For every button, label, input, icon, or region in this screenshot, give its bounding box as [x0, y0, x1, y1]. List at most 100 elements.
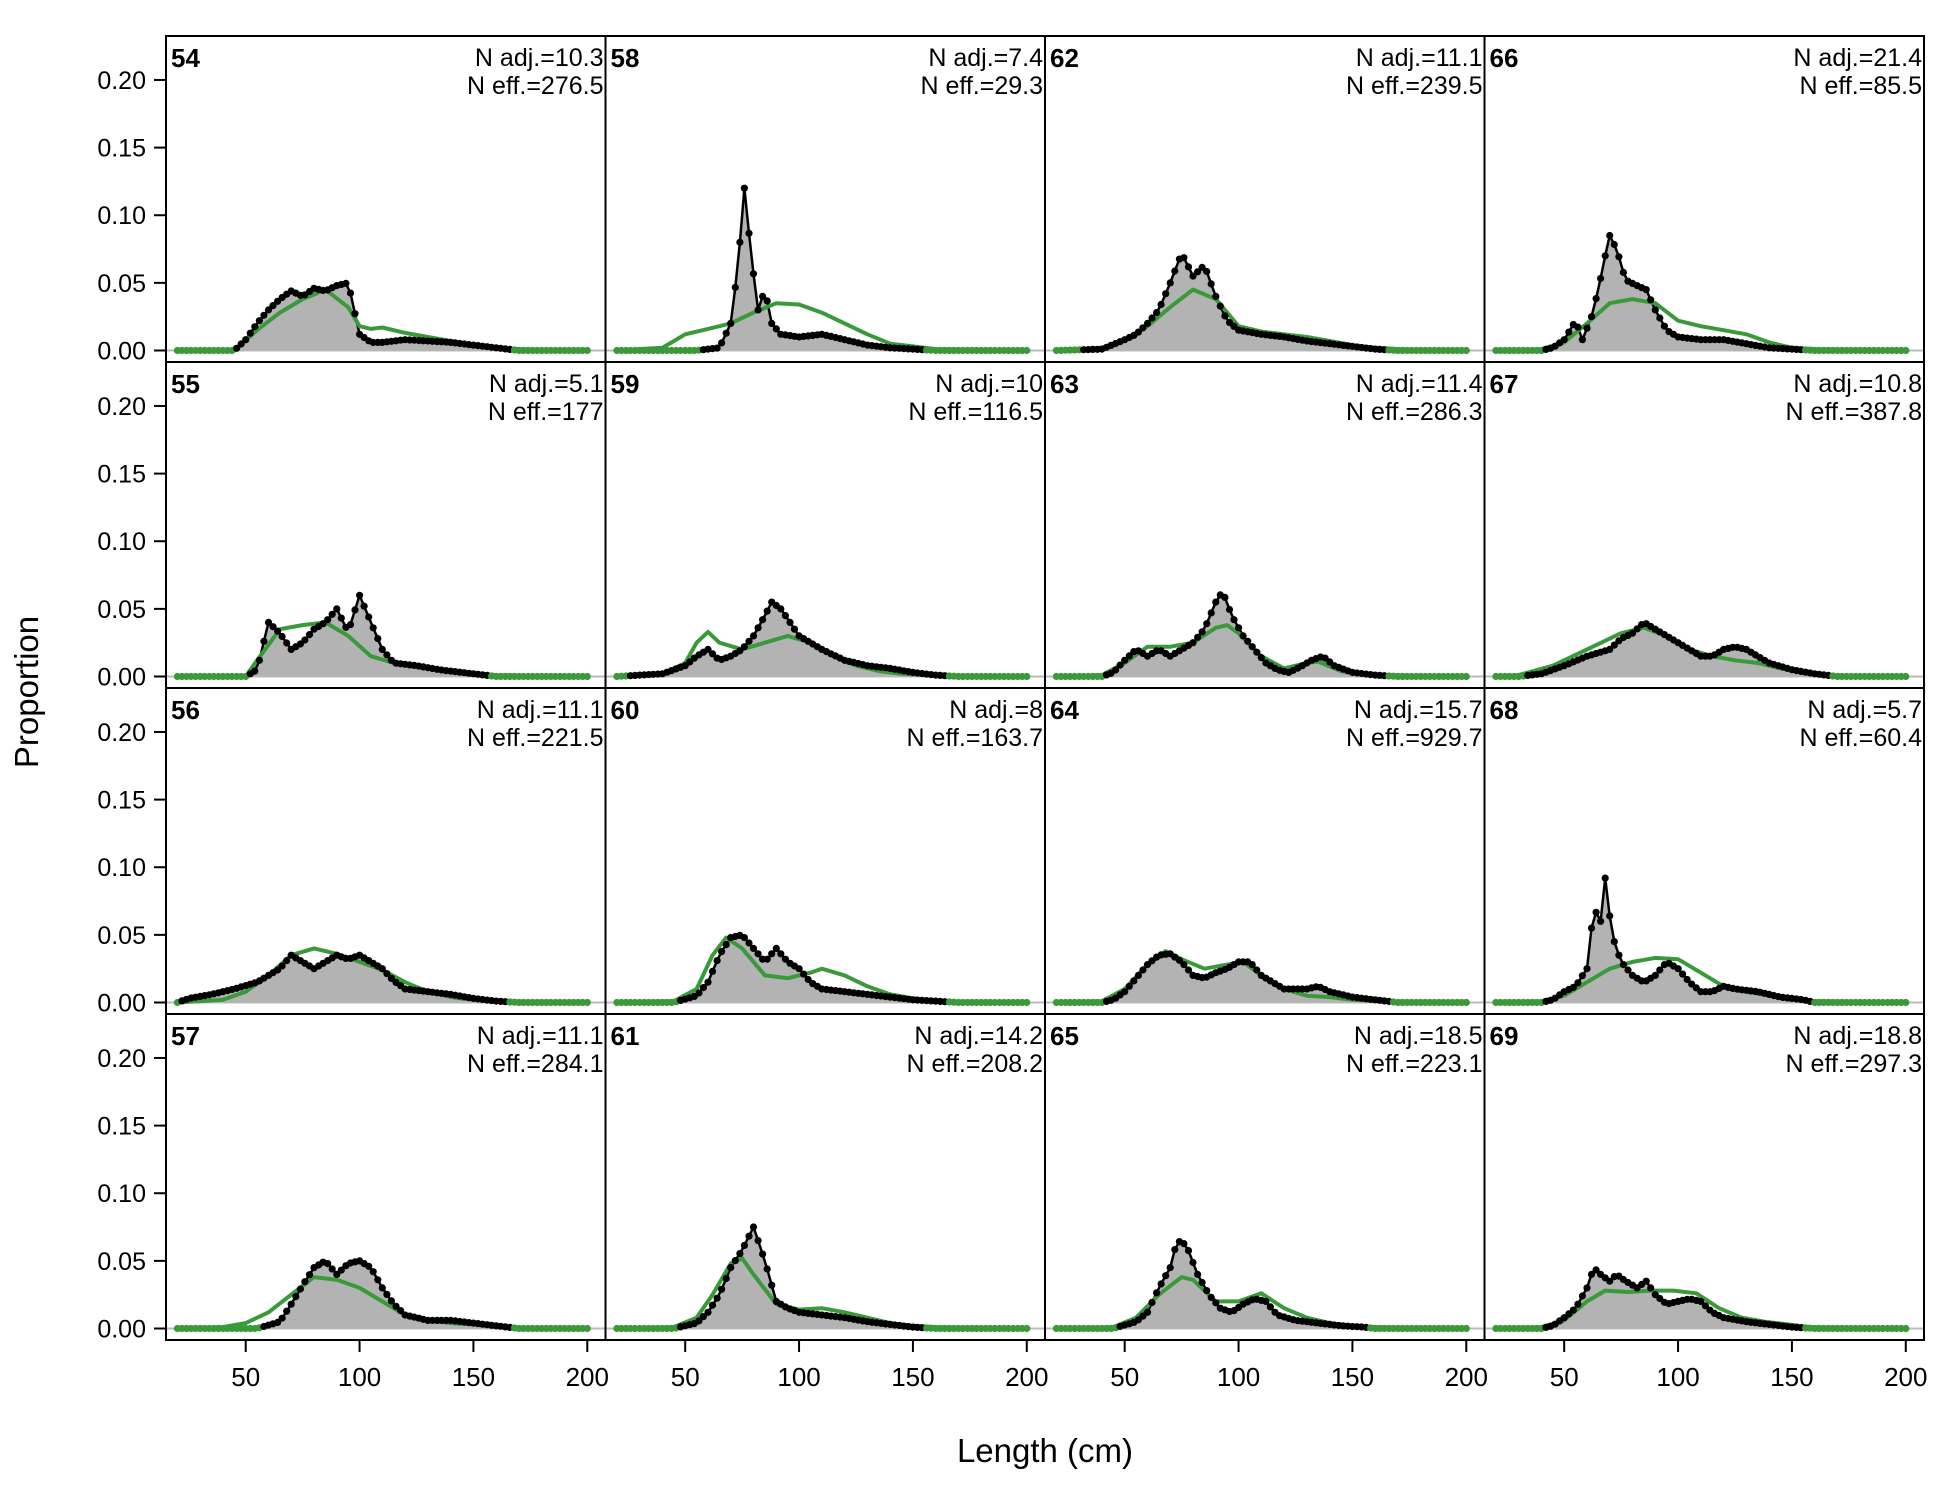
observed-point [1148, 314, 1156, 322]
observed-point [1162, 1272, 1170, 1280]
observed-point [759, 1250, 767, 1258]
observed-point [763, 955, 771, 963]
observed-point [583, 998, 591, 1007]
panel-label: 67 [1490, 369, 1519, 399]
n-adj-label: N adj.=5.7 [1807, 696, 1922, 724]
n-adj-label: N adj.=10 [935, 370, 1043, 398]
observed-point [731, 1257, 739, 1265]
observed-point [1597, 917, 1605, 925]
observed-point [369, 1268, 377, 1276]
y-tick-label: 0.00 [97, 990, 146, 1018]
observed-point [1674, 965, 1682, 973]
observed-point [351, 310, 359, 318]
observed-area [177, 1260, 588, 1329]
x-tick-label: 150 [891, 1362, 934, 1392]
panel-label: 64 [1050, 695, 1079, 725]
x-tick-label: 50 [1550, 1362, 1579, 1392]
observed-point [1610, 641, 1618, 649]
n-adj-label: N adj.=7.4 [928, 44, 1043, 72]
y-tick-label: 0.00 [97, 664, 146, 692]
panel-69: 69 N adj.=18.8N eff.=297.3 50 100 150 200 [1483, 1013, 1927, 1392]
observed-point [727, 1264, 735, 1272]
observed-point [292, 1293, 300, 1301]
observed-point [772, 944, 780, 953]
observed-point [324, 616, 332, 624]
y-tick-label: 0.20 [97, 1045, 146, 1073]
y-tick-label: 0.15 [97, 1113, 146, 1141]
observed-point [305, 1271, 314, 1279]
observed-point [736, 238, 744, 246]
observed-point [749, 1223, 758, 1231]
observed-point [1023, 1324, 1031, 1333]
observed-point [1578, 336, 1586, 344]
observed-point [790, 625, 799, 633]
expected-line [616, 629, 1027, 679]
x-tick-label: 100 [777, 1362, 820, 1392]
y-tick-label: 0.05 [97, 270, 146, 298]
observed-point [1212, 292, 1220, 300]
observed-point [1610, 240, 1618, 249]
observed-point [713, 1294, 721, 1302]
observed-area [177, 955, 588, 1003]
observed-point [704, 1308, 712, 1316]
observed-point [749, 270, 758, 278]
observed-point [731, 283, 739, 291]
observed-point [1647, 1284, 1655, 1292]
observed-point [1023, 672, 1031, 681]
n-adj-label: N adj.=10.8 [1793, 370, 1922, 398]
observed-point [708, 967, 717, 976]
x-tick-label: 200 [1445, 1362, 1488, 1392]
observed-point [1184, 263, 1193, 271]
n-eff-label: N eff.=297.3 [1786, 1050, 1922, 1078]
observed-point [1679, 970, 1687, 978]
observed-point [754, 1237, 762, 1245]
panel-label: 62 [1050, 43, 1079, 73]
observed-point [378, 1284, 386, 1292]
observed-point [1189, 639, 1197, 647]
x-tick-label: 200 [566, 1362, 609, 1392]
n-adj-label: N adj.=18.8 [1793, 1022, 1922, 1050]
observed-point [255, 656, 263, 664]
observed-point [337, 1266, 345, 1274]
observed-area [616, 935, 1027, 1003]
y-tick-label: 0.10 [97, 202, 146, 230]
observed-point [1560, 336, 1568, 344]
n-adj-label: N adj.=11.1 [477, 1022, 604, 1050]
observed-point [1130, 977, 1138, 985]
observed-point [754, 624, 762, 632]
observed-point [274, 1318, 282, 1326]
panel-label: 55 [171, 369, 200, 399]
observed-point [763, 297, 771, 305]
observed-point [795, 965, 803, 973]
observed-point [269, 302, 277, 310]
x-tick-label: 150 [452, 1362, 495, 1392]
y-tick-label: 0.00 [97, 1316, 146, 1344]
x-tick-label: 200 [1005, 1362, 1048, 1392]
panel-55: 55 N adj.=5.1N eff.=177 0.00 0.05 0.10 0.15 0.… [97, 361, 607, 692]
observed-area [1495, 623, 1906, 677]
observed-point [328, 610, 336, 618]
n-adj-label: N adj.=21.4 [1793, 44, 1922, 72]
observed-point [1619, 268, 1627, 276]
observed-point [287, 1300, 295, 1308]
observed-point [695, 1317, 703, 1325]
observed-point [1166, 279, 1174, 287]
observed-point [383, 651, 391, 659]
observed-point [1624, 966, 1632, 974]
x-tick-label: 100 [338, 1362, 381, 1392]
observed-area [177, 595, 588, 677]
observed-point [333, 1270, 341, 1278]
observed-point [1601, 252, 1609, 260]
observed-point [1574, 323, 1582, 331]
observed-point [255, 317, 263, 325]
observed-point [1462, 672, 1470, 681]
observed-point [1023, 998, 1031, 1007]
panel-label: 69 [1490, 1021, 1519, 1051]
observed-point [1143, 1308, 1152, 1316]
observed-point [1121, 656, 1129, 664]
n-eff-label: N eff.=223.1 [1346, 1050, 1482, 1078]
observed-point [1592, 1266, 1600, 1274]
observed-point [1198, 1278, 1206, 1287]
observed-area [1495, 878, 1906, 1003]
observed-point [369, 624, 377, 632]
